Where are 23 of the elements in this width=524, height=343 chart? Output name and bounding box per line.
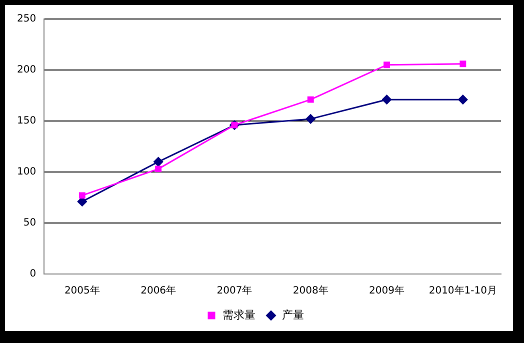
x-tick-label: 2005年 xyxy=(64,284,100,297)
point xyxy=(460,60,466,68)
point xyxy=(154,157,164,167)
y-tick-label: 0 xyxy=(30,268,36,280)
x-tick-label: 2010年1-10月 xyxy=(428,284,497,297)
x-tick-label: 2006年 xyxy=(140,284,176,297)
y-tick-label: 100 xyxy=(16,166,36,178)
point xyxy=(306,114,316,124)
point xyxy=(78,192,86,199)
y-tick-label: 150 xyxy=(16,116,36,127)
y-tick-label: 50 xyxy=(23,218,36,229)
x-tick-label: 2009年 xyxy=(369,284,404,297)
point xyxy=(458,94,468,104)
x-tick-label: 2007年 xyxy=(216,284,252,297)
x-tick-label: 2008年 xyxy=(292,284,328,297)
point xyxy=(155,166,162,172)
y-tick-label: 200 xyxy=(16,64,36,76)
point xyxy=(307,96,314,103)
legend-label: 产量 xyxy=(282,308,304,322)
point xyxy=(384,62,390,68)
point xyxy=(382,94,392,104)
legend-label: 需求量 xyxy=(222,308,256,322)
y-tick-label: 250 xyxy=(16,14,36,25)
